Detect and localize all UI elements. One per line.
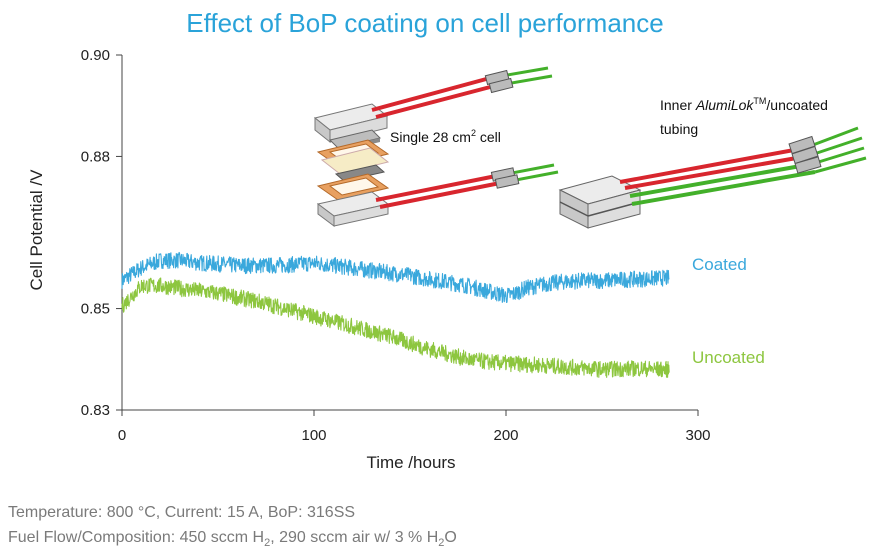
x-tick-label: 300: [685, 427, 710, 444]
footnote-conditions: Temperature: 800 °C, Current: 15 A, BoP:…: [8, 504, 356, 521]
chart-area: 0.830.850.880.90 0 100 200 300 Time /hours …: [27, 47, 867, 472]
series-label-uncoated: Uncoated: [692, 348, 765, 367]
x-axis-label: Time /hours: [366, 453, 455, 472]
annotation-tubing-line2: tubing: [660, 121, 698, 137]
x-ticks: 0 100 200 300: [118, 410, 711, 444]
annotation-single-cell: Single 28 cm2 cell: [390, 128, 501, 145]
y-tick-label: 0.88: [81, 148, 110, 165]
y-tick-label: 0.83: [81, 402, 110, 419]
x-tick-label: 0: [118, 427, 126, 444]
footnote-flow: Fuel Flow/Composition: 450 sccm H2, 290 …: [8, 529, 457, 550]
y-tick-label: 0.85: [81, 301, 110, 318]
single-cell-illustration: [313, 66, 559, 227]
annotation-tubing-line1: Inner AlumiLokTM/uncoated: [660, 96, 828, 113]
chart-title: Effect of BoP coating on cell performanc…: [186, 8, 664, 38]
stacked-cell-illustration: [558, 126, 867, 229]
x-tick-label: 200: [493, 427, 518, 444]
y-tick-label: 0.90: [81, 47, 110, 64]
y-ticks: 0.83 0.85 0.88 0.90: [81, 47, 122, 419]
series-layer: [121, 251, 670, 378]
series-label-coated: Coated: [692, 255, 747, 274]
y-axis-label: Cell Potential /V: [27, 169, 46, 291]
x-tick-label: 100: [301, 427, 326, 444]
series-line-uncoated: [121, 277, 670, 378]
series-line-coated: [121, 251, 670, 304]
